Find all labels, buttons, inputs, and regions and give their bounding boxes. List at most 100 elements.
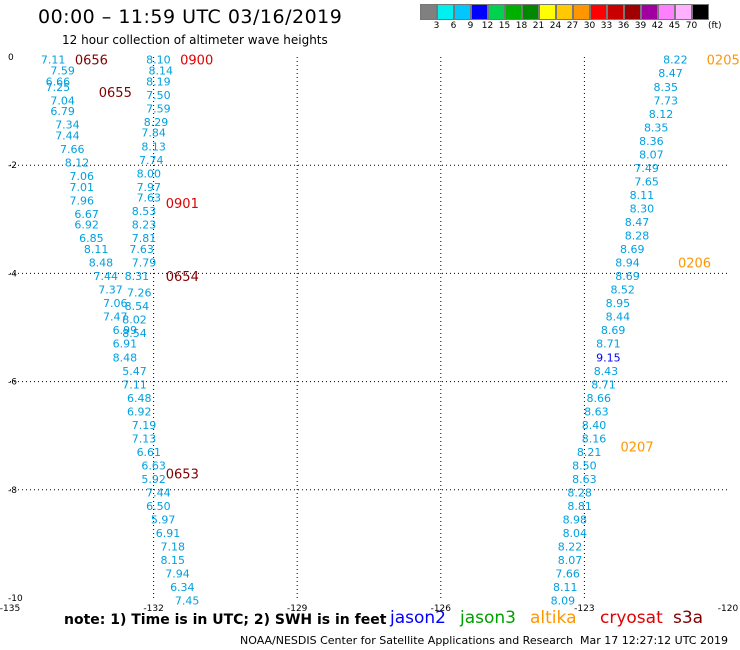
- wave-height-value: 8.54: [125, 300, 150, 313]
- wave-height-value: 8.28: [567, 487, 592, 500]
- wave-height-value: 6.91: [113, 338, 138, 351]
- x-tick-label: -126: [431, 604, 452, 614]
- color-swatch: [488, 4, 505, 20]
- wave-height-value: 6.50: [146, 500, 171, 513]
- wave-height-value: 7.94: [165, 568, 190, 581]
- legend-altika: altika: [530, 608, 577, 628]
- wave-height-value: 8.22: [663, 54, 688, 67]
- wave-height-value: 7.73: [654, 94, 679, 107]
- wave-height-value: 7.18: [160, 541, 185, 554]
- legend-jason2: jason2: [390, 608, 446, 628]
- wave-height-value: 8.43: [594, 365, 619, 378]
- color-scale-label: 33: [600, 21, 613, 31]
- wave-height-value: 6.92: [127, 405, 152, 418]
- y-tick-label: -10: [8, 594, 23, 604]
- color-swatch: [590, 4, 607, 20]
- wave-height-value: 8.47: [658, 67, 683, 80]
- color-swatch: [454, 4, 471, 20]
- wave-height-value: 8.35: [644, 121, 669, 134]
- x-tick-label: -132: [143, 604, 163, 614]
- wave-height-value: 7.26: [127, 286, 152, 299]
- wave-height-value: 8.63: [584, 405, 609, 418]
- x-tick-label: -120: [718, 604, 739, 614]
- wave-height-value: 8.19: [146, 75, 171, 88]
- y-tick-label: -4: [8, 269, 17, 279]
- color-swatch: [539, 4, 556, 20]
- wave-height-value: 7.06: [70, 170, 95, 183]
- wave-height-value: 5.97: [151, 514, 176, 527]
- wave-height-value: 7.74: [139, 154, 164, 167]
- color-swatch: [624, 4, 641, 20]
- wave-height-value: 5.92: [141, 473, 166, 486]
- color-scale-bar: [420, 4, 709, 20]
- color-scale-label: 18: [515, 21, 528, 31]
- color-scale-label: 42: [651, 21, 664, 31]
- wave-height-value: 7.19: [132, 419, 157, 432]
- pass-time-label: 0901: [166, 197, 199, 212]
- footnote: note: 1) Time is in UTC; 2) SWH is in fe…: [64, 612, 387, 628]
- color-scale-label: 70: [685, 21, 698, 31]
- color-scale-label: 24: [549, 21, 562, 31]
- wave-height-value: 6.92: [74, 219, 99, 232]
- wave-height-value: 6.85: [79, 232, 104, 245]
- color-scale-label: 21: [532, 21, 545, 31]
- wave-height-value: 7.11: [41, 54, 66, 67]
- pass-time-label: 0654: [166, 270, 199, 285]
- wave-height-value: 7.44: [146, 487, 171, 500]
- pass-time-label: 0655: [99, 86, 132, 101]
- color-swatch: [556, 4, 573, 20]
- color-scale-label: 6: [450, 21, 457, 31]
- wave-height-value: 6.63: [141, 459, 166, 472]
- wave-height-value: 8.98: [563, 514, 588, 527]
- color-swatch: [675, 4, 692, 20]
- wave-height-value: 8.54: [122, 327, 147, 340]
- wave-height-value: 8.07: [558, 554, 583, 567]
- wave-height-value: 9.15: [596, 351, 621, 364]
- wave-height-value: 7.44: [55, 129, 80, 142]
- wave-height-value: 6.66: [46, 75, 71, 88]
- wave-height-value: 8.71: [591, 378, 616, 391]
- credit-line: NOAA/NESDIS Center for Satellite Applica…: [240, 634, 574, 647]
- wave-height-value: 7.44: [93, 270, 118, 283]
- color-swatch: [471, 4, 488, 20]
- wave-height-value: 8.11: [84, 243, 109, 256]
- color-swatch: [658, 4, 675, 20]
- generated-timestamp: Mar 17 12:27:12 UTC 2019: [580, 634, 728, 647]
- wave-height-value: 8.13: [141, 140, 166, 153]
- wave-height-value: 7.81: [132, 232, 157, 245]
- wave-height-value: 7.50: [146, 89, 171, 102]
- wave-height-value: 6.91: [156, 527, 181, 540]
- wave-height-value: 7.45: [175, 595, 200, 608]
- wave-height-value: 8.23: [132, 219, 157, 232]
- wave-height-value: 8.31: [125, 270, 150, 283]
- color-scale-label: 27: [566, 21, 579, 31]
- color-swatch: [641, 4, 658, 20]
- wave-height-value: 8.47: [625, 216, 650, 229]
- x-tick-label: -123: [574, 604, 594, 614]
- color-scale-label: 39: [634, 21, 647, 31]
- wave-height-value: 8.40: [582, 419, 607, 432]
- color-scale-label: 12: [481, 21, 494, 31]
- wave-height-value: 8.94: [615, 257, 640, 270]
- wave-height-value: 8.15: [160, 554, 185, 567]
- wave-height-value: 7.59: [50, 65, 75, 78]
- wave-height-value: 7.11: [122, 378, 147, 391]
- wave-height-value: 6.61: [137, 446, 162, 459]
- wave-height-value: 8.12: [65, 156, 90, 169]
- pass-time-label: 0205: [707, 54, 740, 69]
- wave-height-value: 7.37: [98, 284, 123, 297]
- wave-height-value: 6.48: [127, 392, 152, 405]
- wave-height-value: 7.06: [103, 297, 128, 310]
- wave-height-value: 8.52: [610, 284, 635, 297]
- wave-height-value: 8.09: [551, 595, 576, 608]
- wave-height-value: 8.66: [587, 392, 612, 405]
- wave-height-value: 8.53: [132, 205, 157, 218]
- wave-height-value: 8.36: [639, 135, 664, 148]
- wave-height-value: 8.95: [606, 297, 631, 310]
- wave-height-value: 7.66: [555, 568, 580, 581]
- wave-height-value: 6.67: [74, 208, 99, 221]
- color-scale-label: 9: [467, 21, 474, 31]
- color-scale-label: 30: [583, 21, 596, 31]
- wave-height-value: 8.30: [630, 202, 655, 215]
